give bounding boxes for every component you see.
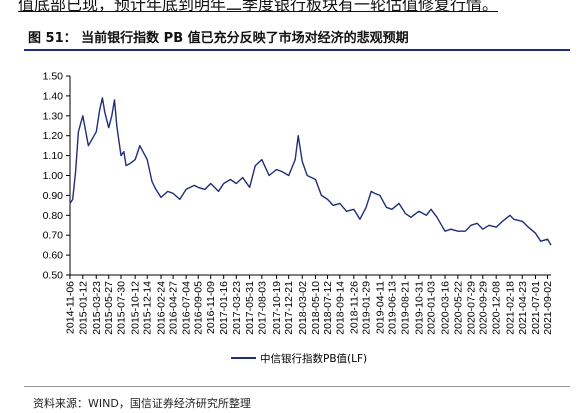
y-tick-label: 1.40 [43, 90, 64, 102]
y-tick-label: 0.60 [43, 250, 64, 262]
source-note: 资料来源：WIND，国信证券经济研究所整理 [33, 397, 251, 410]
x-tick-label: 2017-08-03 [256, 281, 268, 335]
bottom-rule [24, 386, 570, 387]
x-tick-label: 2020-01-03 [426, 281, 438, 335]
y-tick-label: 1.00 [43, 170, 64, 182]
x-tick-label: 2016-04-27 [168, 281, 180, 335]
x-tick-label: 2015-12-14 [142, 281, 154, 335]
x-tick-label: 2015-05-27 [103, 281, 115, 335]
x-tick-label: 2018-05-10 [310, 281, 322, 335]
chart-svg: 1.50 1.40 1.30 1.20 1.10 1.00 0.90 0.80 0.70 0.60… [43, 71, 554, 366]
x-tick-label: 2020-05-22 [452, 281, 464, 335]
legend: 中信银行指数PB值(LF) [231, 352, 367, 365]
x-tick-label: 2017-01-16 [218, 281, 230, 335]
x-tick-label: 2021-07-01 [530, 281, 542, 335]
x-tick-label: 2021-04-23 [517, 281, 529, 335]
y-tick-label: 0.50 [43, 270, 64, 282]
title-rule [24, 49, 570, 51]
x-tick-label: 2019-01-29 [361, 281, 373, 335]
x-tick-label: 2014-11-06 [65, 281, 77, 334]
x-tick-label: 2016-07-04 [181, 281, 193, 335]
legend-label: 中信银行指数PB值(LF) [260, 352, 367, 365]
x-tick-label: 2017-03-23 [231, 281, 243, 335]
x-tick-label: 2016-02-24 [156, 281, 168, 335]
x-tick-label: 2018-03-02 [297, 281, 309, 335]
x-tick-label: 2021-02-18 [504, 281, 516, 335]
y-axis: 1.50 1.40 1.30 1.20 1.10 1.00 0.90 0.80 0.70 0.60… [43, 71, 71, 282]
x-tick-label: 2015-03-23 [91, 281, 103, 335]
y-tick-label: 0.70 [43, 230, 64, 242]
x-tick-label: 2018-11-26 [348, 281, 360, 334]
x-tick-label: 2015-10-12 [130, 281, 142, 335]
x-tick-label: 2019-04-11 [374, 281, 386, 334]
y-tick-label: 0.90 [43, 190, 64, 202]
x-tick-label: 2021-09-02 [542, 281, 554, 335]
y-tick-label: 1.50 [43, 71, 64, 83]
x-tick-label: 2020-09-29 [477, 281, 489, 335]
series-layer [69, 97, 552, 246]
x-tick-label: 2015-01-12 [77, 281, 89, 335]
x-tick-label: 2017-12-21 [283, 281, 295, 335]
x-tick-label: 2016-11-09 [205, 281, 217, 334]
x-tick-label: 2016-09-05 [193, 281, 205, 335]
y-tick-label: 1.20 [43, 130, 64, 142]
x-tick-label: 2019-10-31 [413, 281, 425, 335]
y-tick-label: 1.30 [43, 110, 64, 122]
x-tick-label: 2015-07-30 [115, 281, 127, 335]
y-tick-label: 1.10 [43, 150, 64, 162]
x-tick-label: 2017-05-31 [244, 281, 256, 335]
header-text: 值底部已现，预计年底到明年二季度银行板块有一轮估值修复行情。 [18, 0, 499, 14]
x-tick-label: 2020-07-29 [465, 281, 477, 335]
x-tick-label: 2017-10-19 [271, 281, 283, 335]
x-tick-label: 2019-06-13 [386, 281, 398, 335]
x-tick-label: 2018-09-14 [334, 281, 346, 335]
x-axis: 2014-11-06 2015-01-12 2015-03-23 2015-05-27… [65, 274, 554, 335]
y-tick-label: 0.80 [43, 210, 64, 222]
figure-title: 图 51： 当前银行指数 PB 值已充分反映了市场对经济的悲观预期 [28, 31, 409, 46]
series-line [69, 97, 552, 246]
x-tick-label: 2018-07-12 [322, 281, 334, 335]
x-tick-label: 2020-03-16 [440, 281, 452, 335]
x-tick-label: 2019-08-21 [400, 281, 412, 335]
x-tick-label: 2020-12-08 [491, 281, 503, 335]
